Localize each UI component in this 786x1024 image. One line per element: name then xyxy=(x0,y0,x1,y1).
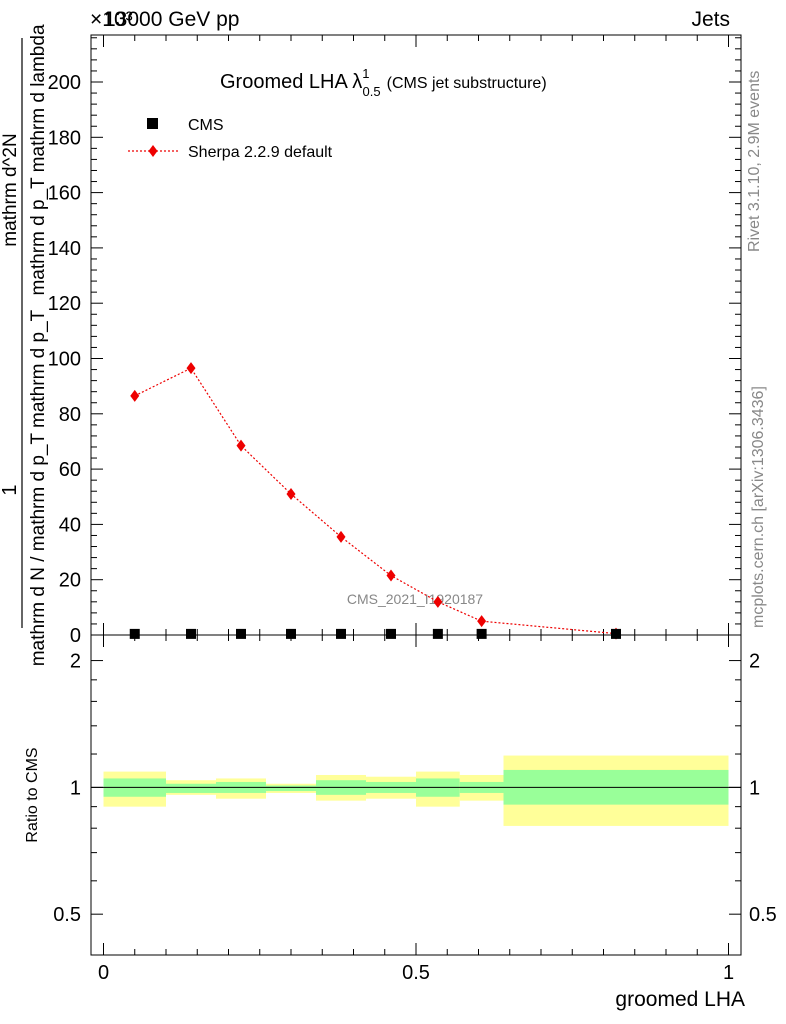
x-tick-label: 0.5 xyxy=(402,962,430,984)
mc-point xyxy=(336,530,346,543)
mc-point xyxy=(286,487,296,500)
ratio-y-axis-label: Ratio to CMS xyxy=(24,747,41,842)
ratio-y-tick-label: 2 xyxy=(70,651,81,673)
ratio-band-inner xyxy=(166,783,216,793)
cms-data-point xyxy=(286,628,296,639)
energy-label: 13000 GeV pp xyxy=(104,8,240,31)
ratio-y-tick-label-right: 1 xyxy=(749,777,760,799)
ratio-band-inner xyxy=(266,785,316,792)
ratio-y-tick-label: 0.5 xyxy=(53,904,81,926)
y-tick-label: 160 xyxy=(48,183,81,205)
mc-point xyxy=(236,439,246,452)
legend-cms-marker xyxy=(147,118,158,129)
y-tick-label: 180 xyxy=(48,127,81,149)
y-tick-label: 20 xyxy=(59,570,81,592)
cms-data-point xyxy=(611,628,621,639)
cms-data-point xyxy=(186,628,196,639)
y-tick-label: 200 xyxy=(48,72,81,94)
legend-cms-label: CMS xyxy=(188,117,224,134)
x-axis-label: groomed LHA xyxy=(615,988,745,1011)
analysis-watermark: CMS_2021_I1920187 xyxy=(347,591,483,607)
cms-data-point xyxy=(386,628,396,639)
chart-title: Groomed LHA λ1 0.5 (CMS jet substructure) xyxy=(220,66,547,99)
ratio-y-tick-label: 1 xyxy=(70,777,81,799)
y-tick-label: 100 xyxy=(48,349,81,371)
mc-point xyxy=(386,569,396,582)
cms-data-point xyxy=(236,628,246,639)
process-label: Jets xyxy=(691,8,730,31)
y-tick-label: 80 xyxy=(59,404,81,426)
mc-point xyxy=(130,389,140,402)
legend-mc-label: Sherpa 2.2.9 default xyxy=(188,144,333,161)
y-tick-label: 120 xyxy=(48,293,81,315)
mc-point xyxy=(186,362,196,375)
cms-data-point xyxy=(432,628,443,639)
ratio-y-tick-label-right: 0.5 xyxy=(749,904,777,926)
cms-data-point xyxy=(129,628,140,639)
mc-series-line xyxy=(134,367,617,635)
mc-point xyxy=(477,615,487,628)
x-tick-label: 1 xyxy=(723,962,734,984)
y-label-denominator-2: mathrm d p_T mathrm d lambda xyxy=(28,24,49,295)
y-label-denominator: mathrm d N / mathrm d p_T mathrm d p_T xyxy=(28,309,49,666)
cms-data-point xyxy=(476,628,487,639)
y-tick-label: 0 xyxy=(70,625,81,647)
y-tick-label: 60 xyxy=(59,459,81,481)
cms-data-point xyxy=(336,628,346,639)
ratio-y-tick-label-right: 2 xyxy=(749,651,760,673)
y-tick-label: 140 xyxy=(48,238,81,260)
axis-exponent: ×10³ xyxy=(90,8,133,31)
mc-point xyxy=(433,595,443,608)
legend-mc-marker xyxy=(148,145,158,157)
y-label-numerator-2: mathrm d^2N xyxy=(0,133,21,246)
y-label-numerator: 1 xyxy=(0,484,21,495)
y-tick-label: 40 xyxy=(59,514,81,536)
x-tick-label: 0 xyxy=(98,962,109,984)
